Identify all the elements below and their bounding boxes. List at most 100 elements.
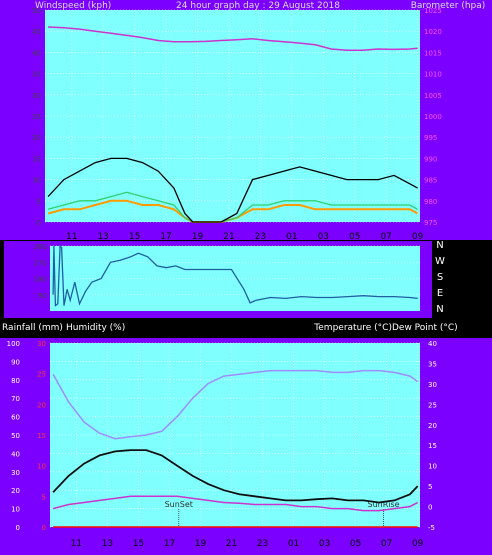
temp-xtick-2: 15 <box>133 539 144 549</box>
baro-ytick-6: 1005 <box>424 92 442 100</box>
wind-ytick-6: 30 <box>32 92 41 100</box>
baro-ytick-3: 990 <box>424 155 437 163</box>
rain-ytick-0: 0 <box>42 524 46 532</box>
wind-ytick-9: 45 <box>32 28 41 36</box>
dew-point-line <box>52 495 419 512</box>
rain-ytick-5: 25 <box>37 371 46 379</box>
temp-xtick-4: 19 <box>195 539 207 549</box>
temp-xtick-7: 01 <box>288 539 299 549</box>
wind-ytick-10: 50 <box>32 7 41 15</box>
temp-xtick-3: 17 <box>164 539 175 549</box>
temperature-line <box>52 449 419 504</box>
wind-ytick-5: 25 <box>32 113 41 121</box>
wind-ytick-2: 10 <box>32 177 41 185</box>
temp-ytick-5: 20 <box>428 422 437 430</box>
dir-compass-4: N <box>436 304 443 315</box>
wind-ytick-7: 35 <box>32 71 41 79</box>
temp-xtick-1: 13 <box>102 539 113 549</box>
temp-ytick-2: 5 <box>428 483 432 491</box>
wind-ytick-8: 40 <box>32 49 41 57</box>
temp-xtick-9: 05 <box>350 539 361 549</box>
wind-xtick-0: 11 <box>66 232 77 242</box>
wind-ytick-1: 5 <box>37 198 41 206</box>
annotation-label-1: SunRise <box>367 500 399 509</box>
rain-ytick-6: 30 <box>37 340 46 348</box>
wind-xtick-10: 07 <box>380 232 391 242</box>
temp-xtick-6: 23 <box>257 539 268 549</box>
wind-xtick-8: 03 <box>318 232 329 242</box>
dir-ytick-0: 90 <box>38 292 47 300</box>
temp-ytick-8: 35 <box>428 360 437 368</box>
wind-xtick-4: 19 <box>192 232 204 242</box>
humidity-ytick-10: 100 <box>7 340 20 348</box>
wind-ytick-4: 20 <box>32 134 41 142</box>
wind-xtick-1: 13 <box>97 232 108 242</box>
temp-ytick-6: 25 <box>428 401 437 409</box>
rainfall-axis-title: Rainfall (mm) <box>2 323 63 333</box>
dir-compass-1: W <box>435 256 445 267</box>
humidity-line <box>52 369 419 440</box>
dir-ytick-1: 180 <box>34 276 47 284</box>
temp-ytick-1: 0 <box>428 504 432 512</box>
temp-ytick-7: 30 <box>428 381 437 389</box>
baro-ytick-8: 1015 <box>424 49 442 57</box>
chart-title: 24 hour graph day : 29 August 2018 <box>176 1 340 11</box>
wind-xtick-2: 15 <box>129 232 140 242</box>
temp-plot-area <box>50 343 420 527</box>
direction-plot-area <box>50 246 420 311</box>
baro-ytick-4: 995 <box>424 134 437 142</box>
temperature-axis-title: Temperature (°C)Dew Point (°C) <box>313 323 457 333</box>
wind-avg-line <box>47 191 418 223</box>
baro-ytick-0: 975 <box>424 219 437 227</box>
humidity-ytick-7: 70 <box>11 395 20 403</box>
temp-ytick-0: -5 <box>428 524 435 532</box>
humidity-ytick-6: 60 <box>11 414 20 422</box>
humidity-ytick-8: 80 <box>11 377 20 385</box>
humidity-axis-title: Humidity (%) <box>66 323 125 333</box>
temp-ytick-9: 40 <box>428 340 437 348</box>
humidity-ytick-4: 40 <box>11 450 20 458</box>
wind-xtick-11: 09 <box>412 232 424 242</box>
rain-ytick-3: 15 <box>37 432 46 440</box>
temp-xtick-10: 07 <box>381 539 392 549</box>
rain-ytick-4: 20 <box>37 401 46 409</box>
barometer-axis-title: Barometer (hpa) <box>411 1 486 11</box>
barometer-line <box>48 26 418 52</box>
baro-ytick-5: 1000 <box>424 113 442 121</box>
humidity-ytick-3: 30 <box>11 469 20 477</box>
wind-ytick-0: 0 <box>37 219 41 227</box>
wind-xtick-7: 01 <box>286 232 297 242</box>
rain-ytick-1: 5 <box>42 493 46 501</box>
baro-ytick-7: 1010 <box>424 71 442 79</box>
wind-ytick-3: 15 <box>32 155 41 163</box>
baro-ytick-1: 980 <box>424 198 437 206</box>
wind-xtick-6: 23 <box>255 232 266 242</box>
wind-xtick-9: 05 <box>349 232 360 242</box>
dir-compass-2: S <box>437 272 443 283</box>
humidity-ytick-0: 0 <box>16 524 20 532</box>
temp-xtick-0: 11 <box>71 539 82 549</box>
dir-ytick-2: 270 <box>34 259 47 267</box>
humidity-ytick-9: 90 <box>11 358 20 366</box>
humidity-ytick-2: 20 <box>11 487 20 495</box>
temp-ytick-4: 15 <box>428 442 437 450</box>
baro-ytick-9: 1020 <box>424 28 442 36</box>
temp-ytick-3: 10 <box>428 463 437 471</box>
temp-xtick-11: 09 <box>412 539 424 549</box>
temp-xtick-8: 03 <box>319 539 330 549</box>
wind-speed-line <box>47 157 418 223</box>
dir-ytick-3: 360 <box>34 243 47 251</box>
baro-ytick-2: 985 <box>424 177 437 185</box>
wind-xtick-5: 21 <box>223 232 234 242</box>
annotation-label-0: SunSet <box>165 500 193 509</box>
humidity-ytick-5: 50 <box>11 432 20 440</box>
baro-ytick-10: 1025 <box>424 7 442 15</box>
wind-axis-title: Windspeed (kph) <box>35 1 111 11</box>
rain-ytick-2: 10 <box>37 463 46 471</box>
humidity-ytick-1: 10 <box>11 506 20 514</box>
wind-direction-line <box>52 244 418 307</box>
dir-compass-0: N <box>436 240 443 251</box>
dir-compass-3: E <box>437 288 443 299</box>
